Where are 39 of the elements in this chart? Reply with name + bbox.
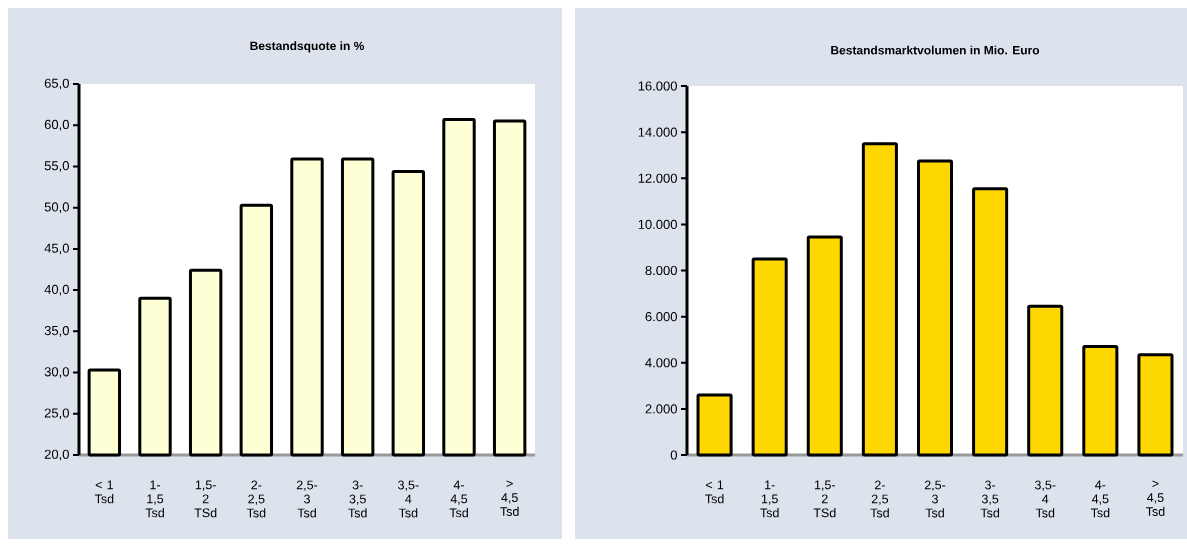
y-tick-label: 40,0 [44, 284, 69, 296]
x-tick-label: 4-4,5 Tsd [449, 480, 468, 518]
x-tick-label: 3,5-4 Tsd [398, 480, 419, 518]
x-tick-label: 1-1,5 Tsd [760, 480, 779, 518]
y-tick-label: 55,0 [44, 161, 69, 172]
y-tick-label: 60,0 [44, 119, 69, 131]
x-tick-label: 1-1,5 Tsd [145, 480, 164, 518]
y-tick-label: 14.000 [638, 127, 677, 137]
y-tick-label: 0 [670, 450, 677, 460]
x-tick-label: > 4,5 Tsd [1146, 480, 1165, 516]
y-tick-label: 6.000 [645, 312, 677, 322]
x-tick-label: < 1 Tsd [94, 480, 114, 504]
chart-title: Bestandsmarktvolumen in Mio. Euro [831, 45, 1040, 55]
x-tick-label: 2,5-3 Tsd [924, 480, 946, 518]
y-tick-label: 8.000 [645, 265, 677, 276]
x-tick-label: 1,5-2 TSd [194, 480, 217, 518]
x-tick-label: 3-3,5 Tsd [980, 480, 1000, 518]
chart-title: Bestandsquote in % [250, 41, 365, 53]
x-tick-label: < 1 Tsd [705, 480, 724, 504]
y-tick-label: 4.000 [645, 358, 677, 368]
x-tick-label: 1,5-2 TSd [813, 480, 836, 518]
x-tick-label: 2-2,5 Tsd [246, 480, 266, 518]
x-tick-label: 2-2,5 Tsd [870, 480, 889, 518]
y-tick-label: 45,0 [44, 243, 69, 255]
y-tick-label: 65,0 [44, 78, 69, 90]
x-tick-label: 2,5-3 Tsd [296, 480, 318, 518]
x-tick-label: 3,5-4 Tsd [1034, 480, 1056, 518]
y-tick-label: 30,0 [44, 367, 69, 378]
y-tick-label: 50,0 [44, 202, 69, 214]
x-tick-label: > 4,5 Tsd [500, 480, 519, 516]
y-tick-label: 20,0 [44, 449, 69, 461]
x-tick-label: 4-4,5 Tsd [1090, 480, 1110, 518]
y-tick-label: 12.000 [638, 173, 677, 183]
y-tick-label: 35,0 [44, 325, 69, 337]
y-tick-label: 16.000 [638, 81, 677, 91]
y-tick-label: 25,0 [44, 408, 69, 420]
y-tick-label: 10.000 [638, 219, 677, 229]
x-tick-label: 3-3,5 Tsd [348, 480, 367, 518]
y-tick-label: 2.000 [645, 404, 677, 414]
